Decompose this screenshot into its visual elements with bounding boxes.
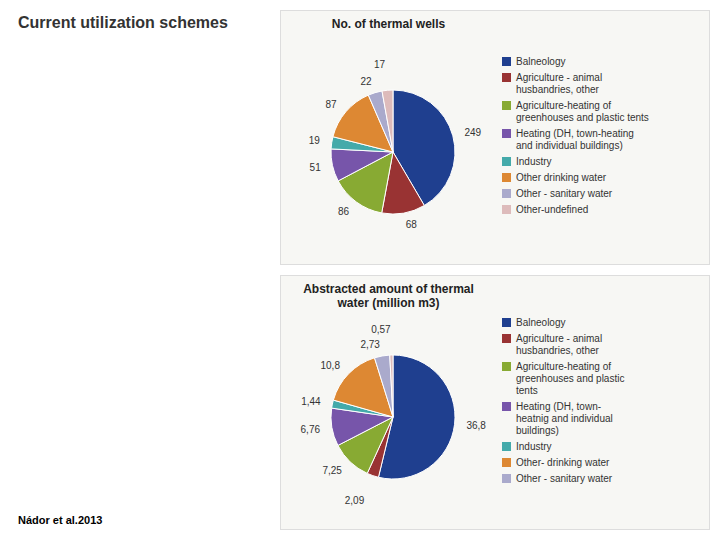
html-text:Heating (DH, town-heating and: Heating (DH, town-heating and individual… xyxy=(516,127,634,151)
html-text:Other - sanitary water: Other - sanitary water xyxy=(516,187,613,199)
svg-text:86: 86 xyxy=(338,206,350,217)
html-text:Industry: Industry xyxy=(516,155,552,167)
html-text:Other- drinking water: Other- drinking water xyxy=(516,456,610,468)
svg-text:36,8: 36,8 xyxy=(466,420,486,431)
svg-text:0,57: 0,57 xyxy=(371,324,391,335)
html-text:Current utilization schemes: Current utilization schemes xyxy=(18,14,228,31)
html-text:Other drinking water: Other drinking water xyxy=(516,171,606,183)
html-text:Industry: Industry xyxy=(516,440,552,452)
svg-text:2,09: 2,09 xyxy=(345,495,365,506)
html-text:No. of thermal wells: No. of thermal wells xyxy=(331,17,446,31)
html-text:Abstracted amount of thermal w: Abstracted amount of thermal water (mill… xyxy=(303,282,474,310)
svg-text:2,73: 2,73 xyxy=(360,339,380,350)
svg-text:249: 249 xyxy=(464,127,481,138)
html-text:Heating (DH, town- heatnig and: Heating (DH, town- heatnig and individua… xyxy=(516,400,613,436)
svg-text:51: 51 xyxy=(310,162,322,173)
html-text:Other - sanitary water: Other - sanitary water xyxy=(516,472,613,484)
svg-text:7,25: 7,25 xyxy=(322,465,342,476)
html-text:Nádor et al.2013: Nádor et al.2013 xyxy=(18,514,103,526)
svg-text:22: 22 xyxy=(360,76,372,87)
svg-text:10,8: 10,8 xyxy=(321,360,341,371)
svg-text:17: 17 xyxy=(374,59,386,70)
html-text:Agriculture-heating of greenho: Agriculture-heating of greenhouses and p… xyxy=(516,99,649,123)
svg-text:68: 68 xyxy=(406,219,418,230)
svg-text:87: 87 xyxy=(326,99,338,110)
html-text:Agriculture-heating of greenho: Agriculture-heating of greenhouses and p… xyxy=(516,360,625,396)
html-text:Balneology: Balneology xyxy=(516,316,566,328)
svg-text:1,44: 1,44 xyxy=(301,396,321,407)
html-text:Agriculture - animal husbandri: Agriculture - animal husbandries, other xyxy=(516,332,603,356)
svg-text:6,76: 6,76 xyxy=(301,424,321,435)
html-text:Balneology: Balneology xyxy=(516,55,566,67)
html-text:Agriculture - animal husbandri: Agriculture - animal husbandries, other xyxy=(516,71,603,95)
svg-text:19: 19 xyxy=(309,135,321,146)
html-text:Other-undefined: Other-undefined xyxy=(516,203,589,215)
